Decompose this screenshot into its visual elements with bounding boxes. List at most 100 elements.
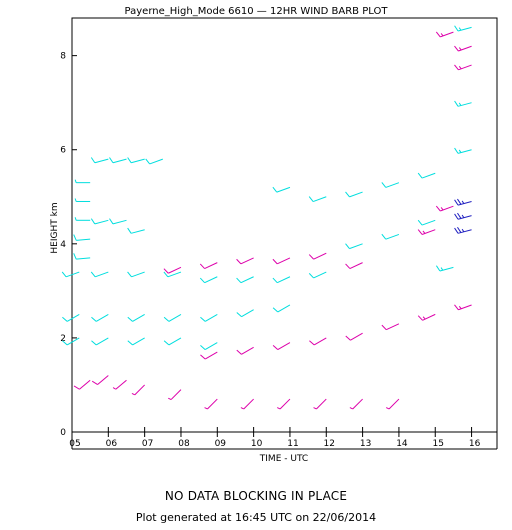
wind-barb bbox=[109, 157, 127, 164]
wind-barb bbox=[74, 179, 91, 184]
wind-barb bbox=[435, 205, 454, 212]
y-tick-label: 6 bbox=[60, 146, 66, 156]
wind-barb bbox=[454, 100, 472, 107]
wind-barb bbox=[109, 218, 127, 225]
wind-barb bbox=[236, 309, 254, 318]
wind-barb bbox=[90, 218, 109, 225]
wind-barb bbox=[385, 398, 400, 410]
wind-barb bbox=[127, 271, 145, 278]
wind-barb bbox=[90, 271, 109, 278]
x-tick-label: 14 bbox=[396, 439, 408, 449]
wind-barb bbox=[435, 265, 454, 272]
wind-barb bbox=[308, 196, 327, 203]
wind-barb bbox=[381, 182, 400, 188]
wind-barb bbox=[345, 332, 363, 341]
wind-barb bbox=[308, 271, 327, 279]
wind-barb bbox=[240, 398, 254, 410]
wind-barb bbox=[417, 219, 436, 226]
wind-barb bbox=[349, 398, 363, 410]
wind-barb bbox=[272, 186, 291, 193]
x-tick-label: 13 bbox=[360, 439, 371, 449]
wind-barb bbox=[200, 313, 218, 322]
y-tick-label: 2 bbox=[60, 334, 66, 344]
wind-barb bbox=[272, 342, 291, 351]
wind-barb bbox=[145, 158, 163, 165]
wind-barb bbox=[62, 337, 80, 346]
wind-barb bbox=[454, 45, 472, 52]
y-axis-label: HEIGHT km bbox=[50, 202, 60, 253]
wind-barb bbox=[127, 157, 145, 164]
wind-barb bbox=[73, 234, 91, 241]
wind-barb bbox=[73, 253, 91, 260]
wind-barb bbox=[236, 276, 254, 284]
wind-barb bbox=[127, 337, 145, 346]
wind-barb bbox=[417, 229, 436, 235]
wind-barb bbox=[90, 157, 109, 164]
wind-barb bbox=[91, 375, 109, 385]
axis-ticks: 0 2 4 6 8 05 06 07 08 09 10 11 12 13 14 15 16 bbox=[60, 52, 480, 449]
wind-barb bbox=[199, 262, 218, 270]
wind-barb bbox=[62, 313, 80, 322]
wind-barb bbox=[417, 172, 436, 179]
wind-barb bbox=[313, 398, 327, 410]
wind-barb-chart: Payerne_High_Mode 6610 — 12HR WIND BARB … bbox=[50, 6, 498, 464]
wind-barb bbox=[200, 351, 218, 360]
wind-barb bbox=[163, 266, 182, 274]
data-blocking-status: NO DATA BLOCKING IN PLACE bbox=[164, 489, 348, 503]
wind-barb bbox=[112, 379, 127, 390]
wind-barb bbox=[381, 323, 400, 331]
x-tick-label: 12 bbox=[324, 439, 335, 449]
wind-barb bbox=[345, 191, 363, 198]
wind-barbs bbox=[61, 25, 472, 410]
wind-barb bbox=[435, 31, 454, 38]
wind-barb bbox=[168, 389, 182, 401]
wind-barb bbox=[276, 398, 291, 410]
plot-generated-timestamp: Plot generated at 16:45 UTC on 22/06/201… bbox=[135, 511, 377, 524]
x-tick-label: 08 bbox=[178, 439, 190, 449]
wind-barb bbox=[91, 313, 109, 322]
wind-barb bbox=[91, 337, 109, 346]
x-tick-label: 07 bbox=[142, 439, 153, 449]
wind-barb bbox=[272, 257, 291, 265]
wind-barb bbox=[381, 233, 400, 240]
wind-barb bbox=[163, 271, 182, 278]
wind-barb bbox=[200, 342, 218, 351]
wind-barb bbox=[454, 198, 472, 206]
y-tick-label: 0 bbox=[60, 428, 66, 438]
wind-barb bbox=[454, 25, 472, 32]
x-tick-label: 10 bbox=[251, 439, 263, 449]
wind-barb bbox=[127, 313, 145, 322]
wind-barb bbox=[454, 304, 472, 311]
x-axis-label: TIME - UTC bbox=[259, 454, 308, 464]
x-tick-label: 11 bbox=[287, 439, 298, 449]
wind-barb bbox=[454, 147, 472, 154]
wind-barb bbox=[199, 276, 218, 284]
x-tick-label: 09 bbox=[215, 439, 227, 449]
x-tick-label: 16 bbox=[469, 439, 481, 449]
wind-barb bbox=[272, 276, 291, 284]
wind-barb bbox=[163, 313, 182, 322]
wind-barb bbox=[454, 212, 472, 220]
wind-barb bbox=[127, 227, 145, 234]
wind-barb bbox=[272, 304, 291, 313]
wind-barb bbox=[454, 64, 472, 71]
wind-barb bbox=[61, 271, 80, 278]
plot-frame bbox=[71, 17, 498, 433]
wind-barb bbox=[74, 217, 91, 221]
wind-barb bbox=[204, 398, 218, 410]
wind-barb bbox=[74, 198, 91, 202]
wind-barb bbox=[163, 337, 182, 346]
x-tick-label: 15 bbox=[433, 439, 444, 449]
wind-barb bbox=[454, 226, 472, 234]
y-tick-label: 8 bbox=[60, 52, 66, 62]
wind-barb bbox=[308, 252, 327, 260]
wind-barb bbox=[236, 346, 254, 355]
wind-barb bbox=[73, 379, 91, 390]
wind-barb bbox=[236, 257, 254, 265]
x-tick-label: 06 bbox=[106, 439, 118, 449]
y-tick-label: 4 bbox=[60, 240, 66, 250]
wind-barb bbox=[345, 262, 363, 270]
wind-barb bbox=[309, 337, 327, 346]
wind-barb bbox=[417, 313, 436, 321]
wind-barb bbox=[345, 243, 363, 250]
